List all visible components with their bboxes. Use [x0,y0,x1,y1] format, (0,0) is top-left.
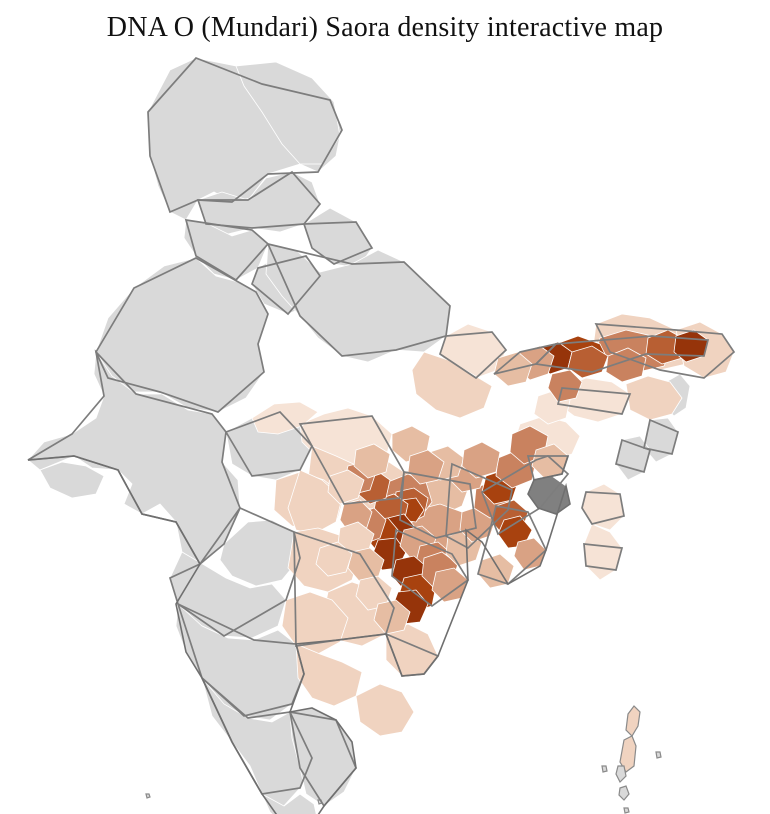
high-density-regions [315,329,709,635]
coastline [27,455,571,814]
page-title: DNA O (Mundari) Saora density interactiv… [106,12,664,43]
andaman-nicobar-islands [601,705,662,814]
choropleth-map[interactable] [0,52,770,814]
india-map-svg[interactable] [0,52,770,814]
